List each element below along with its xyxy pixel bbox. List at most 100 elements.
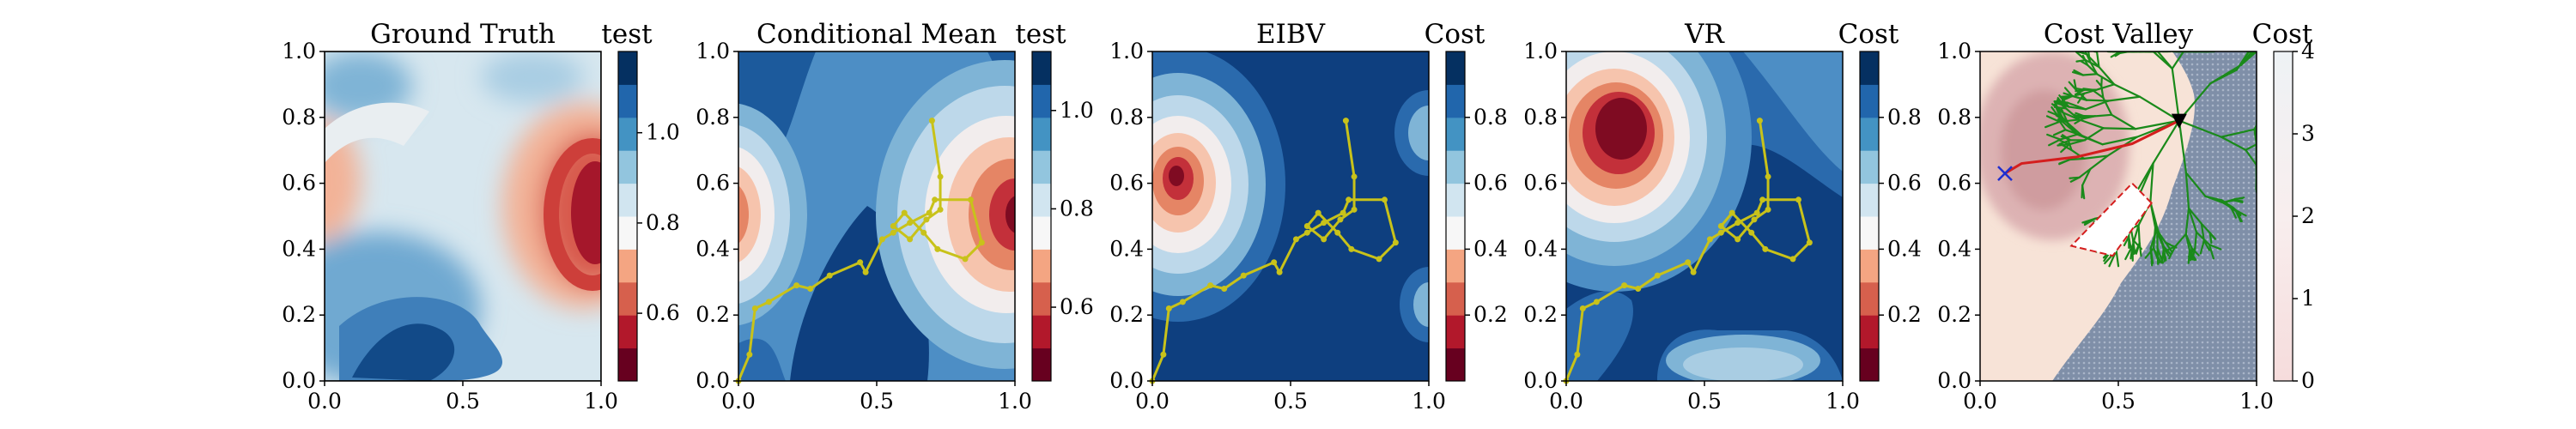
tree-edge [2061,116,2079,136]
tree-edge [2074,118,2084,124]
tree-edge [2230,207,2240,214]
path-point [1579,305,1586,312]
path-point [1303,223,1310,230]
obstacle-polygon [2069,182,2153,257]
colorbar-tick-label: 1.0 [646,120,680,145]
path-point [1748,229,1755,236]
path-point [1376,256,1382,263]
panel-ground-truth [325,51,601,381]
path-point [862,269,869,275]
tree-edge [2083,127,2105,142]
colorbar-segment [1446,117,1465,151]
x-tick-label: 0.5 [1273,389,1308,414]
tree-edge [2093,113,2113,118]
tree-edge [2081,167,2092,187]
y-tick-label: 0.2 [1937,302,1971,327]
colorbar-tick-label: 0.8 [1473,105,1508,130]
colorbar-segment [618,117,637,151]
colorbar-tick-label: 4 [2301,39,2315,63]
tree-edge [2240,51,2253,66]
colorbar-segment [1446,84,1465,118]
path-point [937,206,944,213]
tree-edge [2245,148,2257,166]
tree-edge [2081,184,2084,199]
x-tick-label: 1.0 [998,389,1032,414]
colorbar-segment [1032,216,1051,250]
tree-edge [2190,247,2200,257]
x-tick-label: 1.0 [1412,389,1446,414]
tree-edge [2069,176,2081,183]
tree-edge [2171,67,2180,122]
tree-edge [2208,244,2215,260]
x-tick-label: 0.5 [860,389,894,414]
colorbar-segment [618,183,637,217]
path-point [1351,206,1358,213]
tree-edge [2070,148,2086,160]
colorbar-tick-label: 0.4 [1473,236,1508,261]
y-tick-label: 0.2 [1109,302,1144,327]
colorbar-segment [1446,51,1465,85]
field-conditional-mean [738,51,1015,381]
tree-edge [2187,207,2198,233]
colorbar-tick-label: 0.6 [646,300,680,325]
y-tick-label: 0.2 [282,302,316,327]
path-point [1321,236,1327,243]
start-marker [2171,113,2187,129]
tree-edge [2233,199,2244,202]
tree-edge [2057,143,2071,147]
y-tick-label: 0.8 [282,105,316,130]
tree-edge [2078,167,2092,178]
tree-edge [2230,207,2237,219]
colorbar-segment [618,150,637,184]
x-tick-label: 0.0 [1549,389,1583,414]
tree-edge [2095,51,2100,69]
tree-edge [2152,51,2173,70]
y-tick-label: 0.0 [696,368,730,393]
target-x-icon [1997,166,2013,181]
colorbar-label: test [601,19,653,50]
path-point [890,229,896,236]
path-points-eibv [1149,118,1399,384]
tree-edge [2209,63,2243,85]
tree-edge [2208,232,2213,245]
colorbar-segment [1032,281,1051,316]
path-point [1765,173,1771,180]
colorbar-segment [1446,183,1465,217]
path-points-vr [1563,118,1813,384]
colorbar-tick-label: 0.2 [1473,302,1508,327]
tree-edge [2052,129,2067,136]
axes: Ground Truth 0.0 0.5 1.0 0.0 0.2 0.4 0.6 0.8 1.0 C… [282,19,2274,414]
colorbar-segment [1032,84,1051,118]
path-point [890,223,896,230]
tree-edge [2087,63,2099,76]
path-point [1765,206,1771,213]
path-point [1735,236,1741,243]
path-point [907,220,914,227]
tree-edge [2156,227,2166,249]
path-point [1334,229,1341,236]
chart-title: EIBV [1256,19,1326,50]
path-point [1654,272,1661,279]
tree-edge [2174,233,2187,248]
colorbar-tick-label: 2 [2301,203,2315,228]
colorbar-tick-label: 0.6 [1473,171,1508,196]
colorbar-segment [618,347,637,382]
colorbar-tick-label: 0.2 [1887,302,1922,327]
path-point [932,196,939,203]
y-tick-label: 0.0 [1937,368,1971,393]
colorbar: 0.2 0.4 0.6 0.8 Cost [1425,19,1508,382]
x-tick-label: 1.0 [584,389,618,414]
tree-edge [2200,222,2211,234]
colorbar-segment [1032,347,1051,382]
tree-edge [2195,231,2211,246]
chart-title: Ground Truth [370,19,556,50]
tree-edge [2046,133,2062,141]
colorbar-tick-label: 0.4 [1887,236,1922,261]
y-tick-label: 0.2 [1523,302,1558,327]
start-triangle-icon [2171,113,2187,129]
path-point [1574,351,1581,358]
tree-edge [2078,118,2105,130]
tree-edge [2075,88,2088,101]
tree-edge [2045,115,2061,124]
tree-edge [2059,94,2074,98]
